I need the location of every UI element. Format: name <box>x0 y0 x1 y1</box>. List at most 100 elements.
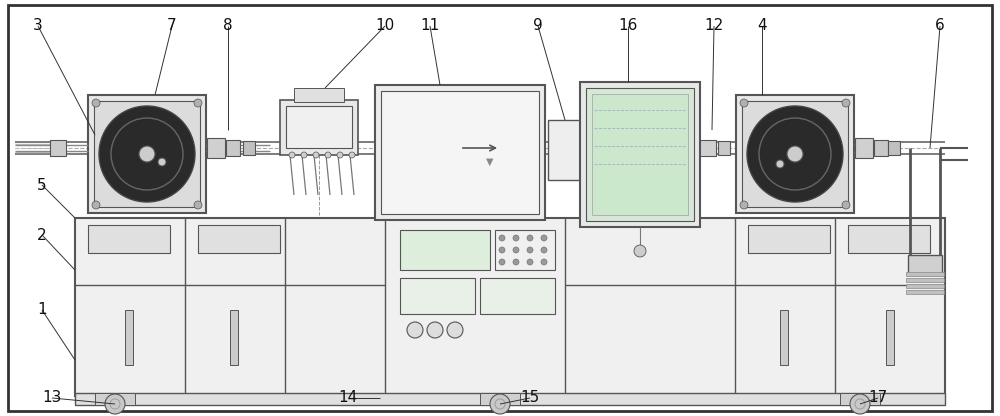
Bar <box>906 284 944 288</box>
Text: 10: 10 <box>375 18 395 34</box>
Circle shape <box>513 259 519 265</box>
Bar <box>94 101 200 207</box>
Circle shape <box>499 247 505 253</box>
Bar <box>480 278 555 314</box>
Circle shape <box>634 245 646 257</box>
Bar <box>400 230 490 270</box>
Text: 17: 17 <box>868 391 888 406</box>
Circle shape <box>527 235 533 241</box>
Bar <box>586 88 694 221</box>
Bar <box>718 141 730 155</box>
Bar <box>848 225 930 253</box>
Circle shape <box>747 106 843 202</box>
Text: 16: 16 <box>618 18 638 34</box>
Text: ▼: ▼ <box>486 157 494 167</box>
Bar <box>88 225 170 253</box>
Bar <box>700 140 716 156</box>
Bar <box>580 82 700 227</box>
Circle shape <box>99 106 195 202</box>
Circle shape <box>447 322 463 338</box>
Circle shape <box>513 247 519 253</box>
Text: 11: 11 <box>420 18 440 34</box>
Circle shape <box>325 152 331 158</box>
Circle shape <box>527 259 533 265</box>
Text: 2: 2 <box>37 228 47 243</box>
Circle shape <box>105 394 125 414</box>
Bar <box>908 255 942 275</box>
Circle shape <box>776 160 784 168</box>
Bar <box>95 393 135 405</box>
Circle shape <box>427 322 443 338</box>
Bar <box>888 141 900 155</box>
Bar <box>75 393 945 405</box>
Circle shape <box>740 201 748 209</box>
Text: 13: 13 <box>42 391 62 406</box>
Circle shape <box>337 152 343 158</box>
Text: 15: 15 <box>520 391 540 406</box>
Bar <box>280 100 358 155</box>
Circle shape <box>541 247 547 253</box>
Bar <box>286 106 352 148</box>
Text: 6: 6 <box>935 18 945 34</box>
Circle shape <box>527 247 533 253</box>
Circle shape <box>499 259 505 265</box>
Bar <box>906 278 944 282</box>
Text: 14: 14 <box>338 391 358 406</box>
Circle shape <box>499 235 505 241</box>
Bar <box>840 393 880 405</box>
Circle shape <box>842 201 850 209</box>
Text: 5: 5 <box>37 178 47 193</box>
Bar <box>381 91 539 214</box>
Bar <box>75 218 945 396</box>
Circle shape <box>158 158 166 166</box>
Bar <box>906 290 944 294</box>
Bar <box>375 85 545 220</box>
Text: 1: 1 <box>37 302 47 317</box>
Bar <box>736 95 854 213</box>
Bar <box>548 120 618 180</box>
Bar <box>50 140 66 156</box>
Circle shape <box>541 259 547 265</box>
Circle shape <box>490 394 510 414</box>
Text: 8: 8 <box>223 18 233 34</box>
Text: 4: 4 <box>757 18 767 34</box>
Circle shape <box>139 146 155 162</box>
Circle shape <box>92 201 100 209</box>
Bar <box>88 95 206 213</box>
Bar <box>243 141 255 155</box>
Bar <box>207 138 225 158</box>
Circle shape <box>194 201 202 209</box>
Circle shape <box>513 235 519 241</box>
Circle shape <box>740 99 748 107</box>
Bar <box>874 140 888 156</box>
Bar <box>855 138 873 158</box>
Bar <box>592 94 688 215</box>
Circle shape <box>850 394 870 414</box>
Circle shape <box>842 99 850 107</box>
Circle shape <box>92 99 100 107</box>
Circle shape <box>407 322 423 338</box>
Circle shape <box>313 152 319 158</box>
Circle shape <box>349 152 355 158</box>
Bar <box>886 310 894 365</box>
Text: 9: 9 <box>533 18 543 34</box>
Circle shape <box>194 99 202 107</box>
Bar <box>125 310 133 365</box>
Bar <box>495 230 555 270</box>
Circle shape <box>541 235 547 241</box>
Bar <box>400 278 475 314</box>
Text: 3: 3 <box>33 18 43 34</box>
Circle shape <box>289 152 295 158</box>
Text: 7: 7 <box>167 18 177 34</box>
Bar <box>198 225 280 253</box>
Circle shape <box>301 152 307 158</box>
Bar <box>230 310 238 365</box>
Text: 12: 12 <box>704 18 724 34</box>
Bar <box>742 101 848 207</box>
Bar <box>294 88 344 102</box>
Bar <box>480 393 520 405</box>
Bar <box>906 272 944 276</box>
Bar <box>780 310 788 365</box>
Bar <box>748 225 830 253</box>
Circle shape <box>787 146 803 162</box>
